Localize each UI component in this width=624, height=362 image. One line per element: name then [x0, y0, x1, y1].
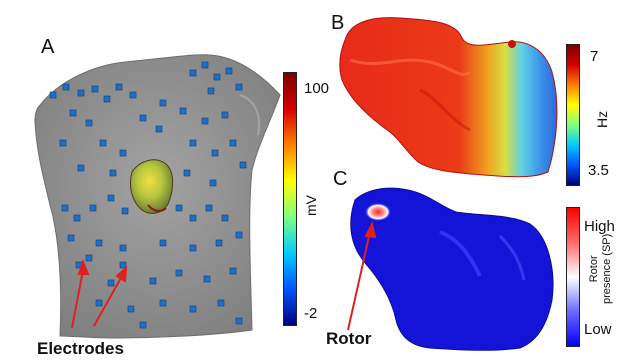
colorbar-hz — [566, 44, 580, 186]
colorbar-mv-max-label: 100 — [304, 80, 330, 97]
panel-a-letter: A — [41, 36, 55, 58]
colorbar-rotor-unit-line2: presence (SP) — [601, 233, 613, 304]
rotor-arrow — [347, 221, 377, 331]
rotor-hotspot — [365, 203, 391, 221]
colorbar-mv-unit: mV — [303, 195, 319, 216]
colorbar-rotor-max-label: High — [584, 218, 615, 235]
heart-model — [129, 159, 174, 214]
atria-b-surface — [339, 17, 558, 178]
torso-model — [34, 54, 281, 339]
electrodes-label: Electrodes — [37, 339, 124, 358]
colorbar-rotor-unit: Rotor presence (SP) — [588, 234, 614, 304]
rotor-label: Rotor — [326, 329, 372, 348]
atria-rotor-map — [347, 187, 554, 351]
electrode-arrows — [71, 259, 128, 329]
colorbar-mv-min-label: -2 — [304, 305, 318, 322]
electrode-markers — [49, 61, 247, 329]
panel-b-letter: B — [331, 12, 345, 34]
atria-frequency-map — [339, 17, 558, 178]
colorbar-hz-min-label: 3.5 — [588, 162, 609, 179]
colorbar-rotor-unit-line1: Rotor — [588, 255, 600, 283]
atria-c-surface — [350, 187, 554, 351]
colorbar-hz-max-label: 7 — [590, 48, 599, 65]
colorbar-hz-unit: Hz — [594, 110, 610, 128]
panel-c-letter: C — [333, 168, 348, 190]
colorbar-mv — [283, 72, 297, 326]
colorbar-rotor-min-label: Low — [584, 321, 612, 338]
colorbar-rotor — [566, 207, 580, 347]
